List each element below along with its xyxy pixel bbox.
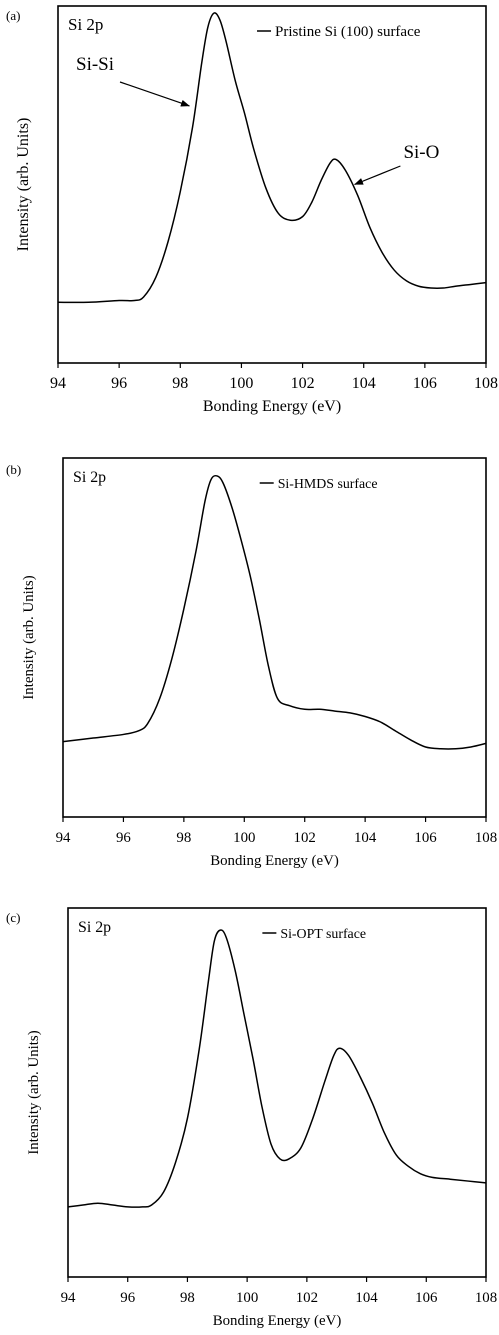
legend-text: Si-OPT surface xyxy=(280,927,366,942)
x-axis-label: Bonding Energy (eV) xyxy=(213,1313,342,1329)
x-tick-label: 104 xyxy=(355,1290,378,1306)
chart-panel-a: (a) 94 96 98 100 102 104 106 108 Bonding Energy (… xyxy=(6,5,498,415)
chart-panel-b: (b) 94 96 98 100 102 104 106 108 Bonding Energy (… xyxy=(6,457,497,869)
x-tick-label: 108 xyxy=(474,375,498,392)
x-axis-label: Bonding Energy (eV) xyxy=(203,398,341,415)
series-line xyxy=(62,474,487,750)
corner-label: Si 2p xyxy=(78,919,111,936)
x-tick-label: 100 xyxy=(236,1290,258,1306)
x-tick-label: 98 xyxy=(172,375,188,392)
annotation-label: Si-Si xyxy=(76,54,114,75)
plot-frame xyxy=(62,457,487,818)
x-tick-label: 104 xyxy=(354,830,377,846)
x-tick-label: 102 xyxy=(296,1290,318,1306)
y-axis-label: Intensity (arb. Units) xyxy=(26,1030,42,1154)
x-tick-label: 96 xyxy=(116,830,131,846)
x-tick-label: 106 xyxy=(413,375,437,392)
panel-label: (a) xyxy=(6,8,20,23)
x-tick-label: 94 xyxy=(61,1290,76,1306)
annotation-label: Si-O xyxy=(403,142,439,163)
series-line xyxy=(57,12,487,304)
plot-frame xyxy=(57,5,487,364)
x-tick-label: 108 xyxy=(475,1290,497,1306)
panel-label: (b) xyxy=(6,462,21,477)
x-tick-label: 94 xyxy=(50,375,66,392)
x-tick-label: 102 xyxy=(294,830,316,846)
x-tick-label: 100 xyxy=(233,830,255,846)
y-axis-label: Intensity (arb. Units) xyxy=(21,575,37,699)
x-tick-label: 98 xyxy=(176,830,191,846)
annotation-arrow xyxy=(119,81,190,107)
panel-label: (c) xyxy=(6,910,20,925)
chart-panel-c: (c) 94 96 98 100 102 104 106 108 Bonding Energy (… xyxy=(6,907,497,1329)
x-tick-label: 98 xyxy=(180,1290,195,1306)
annotation-arrow xyxy=(354,165,401,186)
x-tick-label: 96 xyxy=(111,375,127,392)
x-tick-label: 108 xyxy=(475,830,497,846)
x-axis-label: Bonding Energy (eV) xyxy=(210,853,339,869)
x-tick-label: 106 xyxy=(414,830,436,846)
y-axis-label: Intensity (arb. Units) xyxy=(15,118,32,252)
plot-frame xyxy=(67,907,487,1278)
series-line xyxy=(67,929,487,1208)
legend-text: Si-HMDS surface xyxy=(278,477,378,492)
x-tick-label: 96 xyxy=(120,1290,135,1306)
x-tick-label: 100 xyxy=(229,375,253,392)
legend-text: Pristine Si (100) surface xyxy=(275,24,421,40)
corner-label: Si 2p xyxy=(68,15,103,34)
x-tick-label: 94 xyxy=(56,830,71,846)
x-tick-label: 102 xyxy=(291,375,315,392)
x-tick-label: 106 xyxy=(415,1290,437,1306)
corner-label: Si 2p xyxy=(73,469,106,486)
x-tick-label: 104 xyxy=(352,375,376,392)
